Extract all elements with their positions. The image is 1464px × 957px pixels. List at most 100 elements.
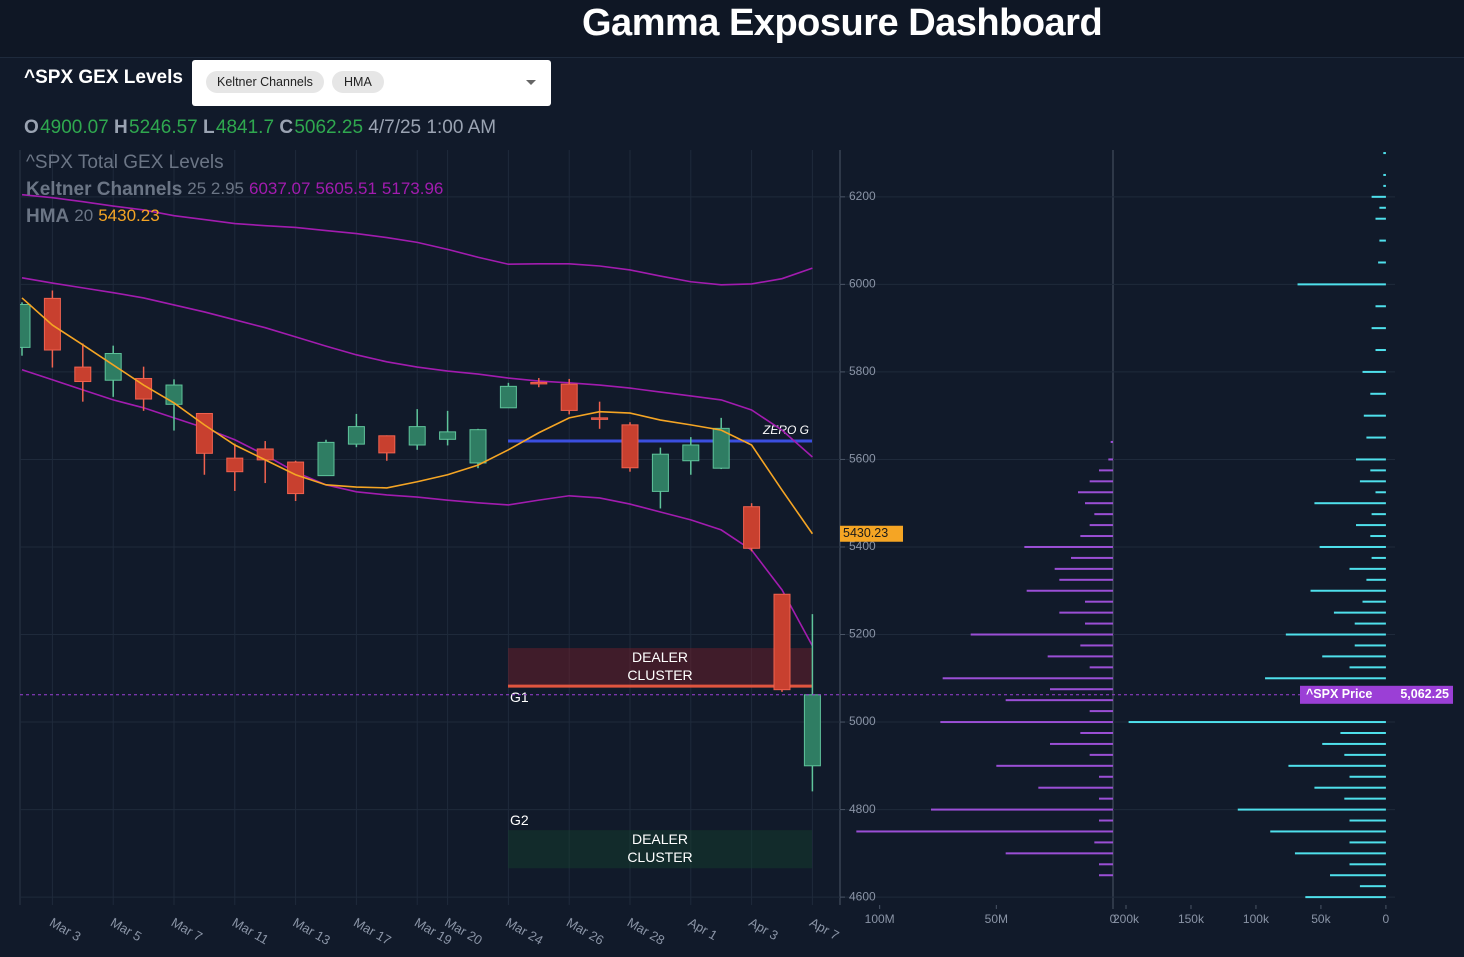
gex-bar <box>1362 370 1386 373</box>
main-plot: DEALER CLUSTER G1 DEALER CLUSTER G2 ZERO G <box>20 193 821 869</box>
gex-bar <box>1359 480 1386 483</box>
gex-bar <box>1089 480 1113 483</box>
gex-bar <box>1071 556 1113 559</box>
candle-body <box>651 453 669 492</box>
chip[interactable]: Keltner Channels <box>206 71 324 93</box>
gex-bar <box>1333 611 1386 614</box>
gex-bar <box>1038 786 1113 789</box>
legend-entry: Keltner Channels 25 2.95 6037.07 5605.51 517… <box>26 179 443 200</box>
legend-entry: HMA 20 5430.23 <box>26 206 160 227</box>
keltner-line <box>21 368 814 647</box>
hma-tag-value: 5430.23 <box>843 526 888 540</box>
gex-bar <box>1371 195 1386 198</box>
gex-bar <box>1089 666 1113 669</box>
legend-value: 5605.51 <box>315 179 376 198</box>
gex-bar <box>1026 589 1113 592</box>
gex-bar <box>1366 436 1386 439</box>
cluster-label: DEALER <box>632 831 688 847</box>
y-tick-label: 4600 <box>849 889 876 903</box>
gex-bar <box>1099 469 1113 472</box>
ohlc-label: L <box>203 117 215 138</box>
dashboard-title: Gamma Exposure Dashboard <box>582 2 1103 44</box>
gex-bar <box>1270 830 1386 833</box>
candle-body <box>439 431 457 440</box>
gex-bar <box>1371 556 1386 559</box>
x-tick-label: Mar 5 <box>108 915 144 945</box>
gex-bar <box>1371 513 1386 516</box>
gex-bar <box>1288 764 1386 767</box>
gex-bar <box>1110 440 1113 443</box>
legend-params: 25 2.95 <box>187 179 244 198</box>
x-tick-label: Mar 3 <box>47 915 83 945</box>
level-label: G1 <box>510 689 529 705</box>
legend-value: 5173.96 <box>382 179 443 198</box>
gex-bar <box>1375 217 1386 220</box>
panel-title: ^SPX GEX Levels <box>24 67 183 88</box>
overlays: ^SPX Price 5,062.25 5430.23 ^SPX Total GEX … <box>20 152 1453 704</box>
gex-bar <box>1005 699 1113 702</box>
candle-body <box>256 448 274 461</box>
gex-bar <box>1340 731 1386 734</box>
gex-bar <box>1322 655 1386 658</box>
gex-bar <box>1349 666 1386 669</box>
y-tick-label: 6000 <box>849 277 876 291</box>
legend-params: 20 <box>74 206 93 225</box>
gex-bar <box>1349 841 1386 844</box>
gex-bar <box>1265 677 1386 680</box>
candle-body <box>591 417 609 420</box>
x-tick-label: 100M <box>865 912 895 926</box>
gex-bar <box>1370 469 1386 472</box>
x-tick-label: 200k <box>1113 912 1140 926</box>
candle-body <box>165 384 183 405</box>
x-tick-label: 50M <box>985 912 1008 926</box>
gex-bar <box>1354 644 1386 647</box>
gex-bar <box>1379 239 1386 242</box>
candle-body <box>712 427 730 469</box>
cluster-label: CLUSTER <box>627 667 692 683</box>
gex-bar <box>1356 524 1386 527</box>
chip[interactable]: HMA <box>332 71 384 93</box>
x-tick-label: 150k <box>1178 912 1205 926</box>
gex-bar <box>1383 173 1386 176</box>
gex-bar <box>1089 753 1113 756</box>
indicator-dropdown[interactable]: Keltner Channels HMA <box>192 60 551 106</box>
gex-bar <box>1297 283 1386 286</box>
gex-bar <box>1050 688 1113 691</box>
gex-bar <box>1099 775 1113 778</box>
caret[interactable] <box>526 80 536 85</box>
gex-bar <box>1310 589 1386 592</box>
x-tick-label: Apr 1 <box>686 915 720 944</box>
gex-bar <box>1375 349 1386 352</box>
gex-bar <box>1349 567 1386 570</box>
candle-body <box>469 429 487 464</box>
chart: 4600 4800 5000 5200 5400 5600 5800 6000 6200 Mar … <box>19 150 1453 948</box>
candle-body <box>499 385 517 409</box>
gex-bar <box>1080 535 1113 538</box>
gex-bar <box>1050 742 1113 745</box>
x-tick-label: Mar 26 <box>564 915 607 948</box>
gex-bar <box>1305 896 1386 899</box>
gex-bar <box>1383 184 1386 187</box>
gex-bar <box>1089 524 1113 527</box>
gex-bar <box>1078 491 1113 494</box>
dealer-cluster <box>508 830 812 869</box>
dealer-cluster <box>508 648 812 687</box>
keltner-line <box>21 193 813 286</box>
candle-body <box>74 366 92 383</box>
candle-body <box>530 381 548 385</box>
candle-body <box>20 304 31 348</box>
y-tick-label: 5000 <box>849 714 876 728</box>
legend-title: ^SPX Total GEX Levels <box>26 152 224 173</box>
gex-bar <box>1356 458 1386 461</box>
x-tick-label: 0 <box>1110 912 1117 926</box>
ohlc-value: 5062.25 <box>294 117 364 138</box>
y-tick-label: 5200 <box>849 627 876 641</box>
gex-bar <box>1237 808 1386 811</box>
gex-bar <box>1314 502 1386 505</box>
level-label: G2 <box>510 812 529 828</box>
gex-bar <box>1285 633 1386 636</box>
candle-body <box>347 426 365 445</box>
gex-bar <box>1005 852 1113 855</box>
legend-value: 6037.07 <box>249 179 310 198</box>
gex-bar <box>1378 261 1386 264</box>
